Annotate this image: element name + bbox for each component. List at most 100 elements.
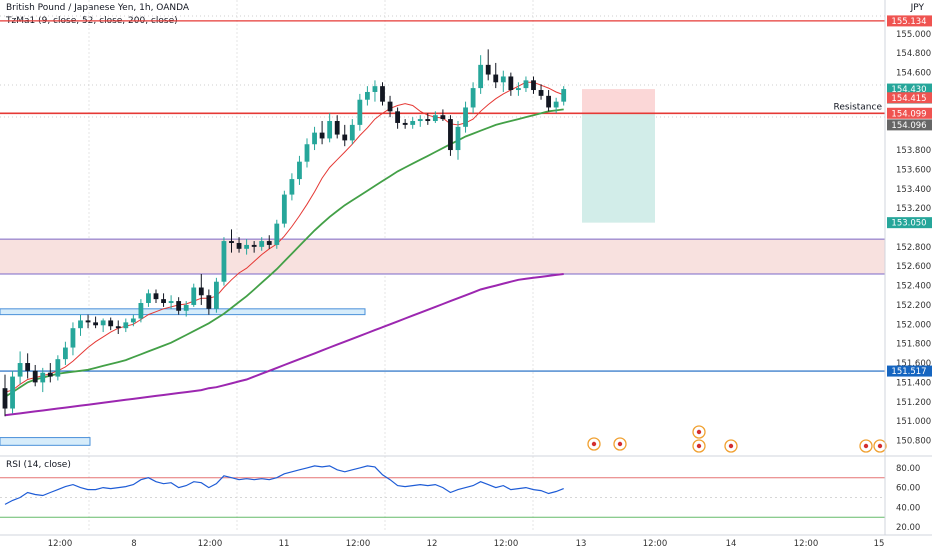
candle [508,72,514,96]
rsi-label: RSI (14, close) [6,460,71,470]
candle-body [221,241,227,282]
candle-body [387,101,393,112]
candle [146,289,151,307]
time-tick: 12:00 [494,539,519,549]
candle-body [281,194,287,224]
rsi-tick: 60.00 [896,484,920,494]
price-tick: 151.000 [896,417,931,427]
candle-body [100,320,106,326]
event-icon-dot [696,429,702,435]
candle-body [365,91,370,100]
candle [85,314,91,329]
candle [402,119,408,129]
candle [553,97,559,114]
candle-body [176,301,182,311]
candle [463,101,468,133]
currency-label: JPY [910,3,924,13]
candle [417,115,423,127]
candle [455,121,461,160]
candle-body [214,281,219,309]
price-tick: 153.600 [896,165,931,175]
price-tick: 152.200 [896,301,931,311]
candle-body [448,119,453,151]
price-badge: 155.134 [887,15,932,27]
candle [342,124,348,147]
candle-body [402,122,408,125]
candle [70,322,76,356]
candle-body [500,76,506,83]
demand-box [0,308,366,316]
candle-body [508,76,514,91]
candle [349,119,355,145]
time-tick: 12:00 [346,539,371,549]
take-profit-area [582,113,655,223]
candle [40,367,46,393]
candle-body [410,121,416,125]
price-badge-bg [887,92,932,104]
candle-body [259,241,265,247]
candle-body [130,318,136,323]
candle [123,318,129,333]
candle [372,80,378,102]
candle-body [85,320,91,323]
candle [78,314,83,336]
candle [546,90,551,112]
time-tick: 15 [874,539,885,549]
candle [485,49,491,81]
candle [266,235,272,249]
resistance-label: Resistance [834,102,883,112]
supply-zone [0,239,885,274]
rsi-tick: 80.00 [896,464,920,474]
candle-body [432,115,438,122]
price-badge-bg [887,217,932,229]
candle-body [289,179,295,195]
candle [47,363,53,383]
candle-body [25,363,31,371]
event-icon-dot [877,443,883,449]
candle-body [153,293,159,300]
price-badge-bg [887,365,932,377]
time-tick: 12 [427,539,438,549]
candle-body [198,287,204,296]
time-tick: 14 [726,539,737,549]
price-badge-bg [887,119,932,131]
candle-body [183,304,189,311]
candle [244,239,249,255]
candle [470,82,476,114]
candle-body [546,95,551,108]
price-badge-text: 154.096 [891,121,926,131]
candle-body [274,223,280,245]
candle [500,70,506,92]
candle [214,277,219,313]
candle-body [115,326,121,329]
time-tick: 12:00 [643,539,668,549]
candle [17,351,23,385]
price-badge-text: 153.050 [891,219,926,229]
price-badge: 154.096 [887,119,932,131]
candle [561,86,567,106]
candle [357,93,363,131]
event-icon-dot [591,441,597,447]
candle-body [349,124,355,141]
price-badge: 151.517 [887,365,932,377]
candle-body [304,144,310,162]
candle-body [191,287,197,305]
candle-body [63,347,68,360]
candle-body [32,370,38,383]
price-badge: 154.099 [887,107,932,119]
candle [395,107,400,129]
candle-body [372,86,378,92]
price-tick: 151.800 [896,340,931,350]
candle-body [251,244,257,247]
candle [176,297,182,315]
candle [516,82,521,96]
price-tick: 153.800 [896,146,931,156]
candle-body [478,64,484,89]
event-icon-dot [863,443,869,449]
price-tick: 150.800 [896,436,931,446]
candle-body [553,101,559,108]
price-tick: 154.600 [896,69,931,79]
ma200-line [4,273,564,417]
price-tick: 154.800 [896,49,931,59]
